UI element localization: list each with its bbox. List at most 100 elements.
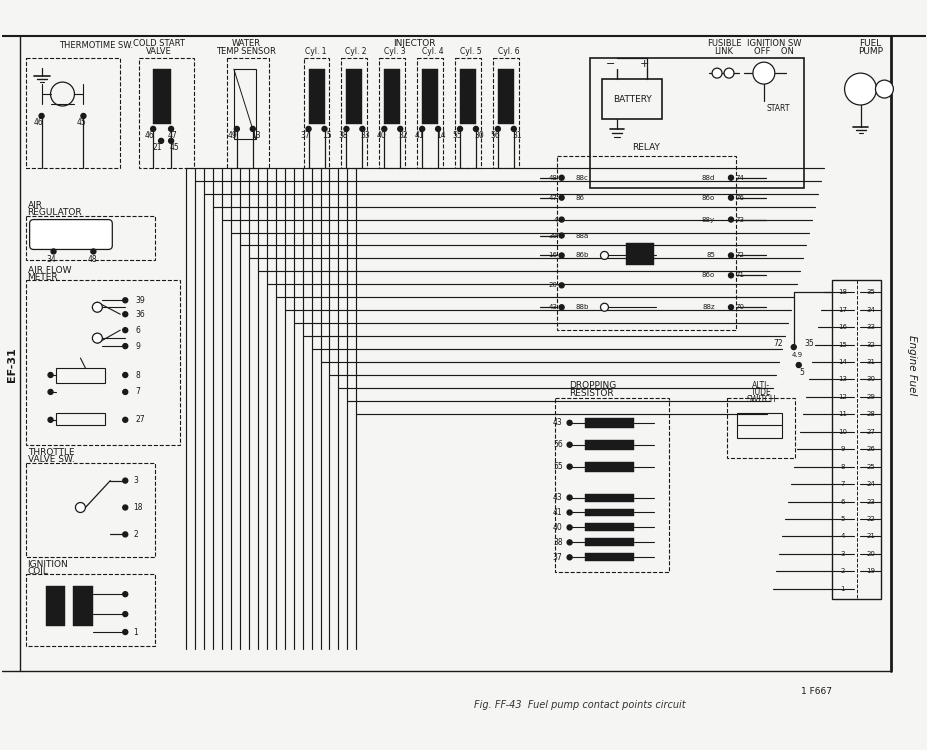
Circle shape: [122, 298, 128, 303]
Circle shape: [435, 127, 440, 131]
Bar: [26, 58, 121, 168]
Circle shape: [559, 233, 564, 238]
Circle shape: [566, 420, 571, 425]
Circle shape: [39, 113, 44, 118]
Bar: [492, 58, 518, 168]
Text: LINK: LINK: [714, 46, 732, 56]
Circle shape: [360, 127, 364, 131]
Text: 55: 55: [451, 131, 462, 140]
Text: 7: 7: [840, 481, 844, 487]
Circle shape: [559, 304, 564, 310]
Text: 5: 5: [798, 368, 804, 376]
Text: 25: 25: [865, 464, 874, 470]
Circle shape: [874, 80, 893, 98]
Text: AIR FLOW: AIR FLOW: [28, 266, 71, 275]
Text: 48: 48: [548, 175, 557, 181]
Circle shape: [419, 127, 425, 131]
Text: 70: 70: [734, 304, 743, 310]
Text: 21: 21: [865, 533, 874, 539]
Circle shape: [381, 127, 387, 131]
Bar: [589, 58, 803, 188]
Text: 43: 43: [552, 419, 562, 428]
Bar: [584, 538, 634, 546]
Text: 12: 12: [837, 394, 846, 400]
Circle shape: [122, 611, 128, 616]
Text: 49: 49: [228, 131, 237, 140]
Circle shape: [559, 217, 564, 222]
Text: 16: 16: [548, 253, 557, 259]
Text: 7: 7: [135, 388, 140, 397]
Circle shape: [122, 478, 128, 483]
Text: 43: 43: [552, 493, 562, 502]
Text: WATER: WATER: [231, 39, 260, 48]
Text: THROTTLE: THROTTLE: [28, 448, 74, 458]
Text: 88b: 88b: [575, 304, 589, 310]
Circle shape: [728, 253, 732, 258]
Text: 35: 35: [804, 338, 814, 347]
Bar: [602, 79, 662, 119]
Circle shape: [48, 417, 53, 422]
Text: 26: 26: [865, 446, 874, 452]
Text: ALTI-: ALTI-: [751, 382, 769, 391]
Text: 37: 37: [300, 131, 311, 140]
Circle shape: [122, 373, 128, 377]
Text: 40: 40: [552, 523, 562, 532]
Text: 18: 18: [133, 503, 143, 512]
Circle shape: [473, 127, 478, 131]
Text: 9: 9: [840, 446, 844, 452]
Bar: [556, 156, 735, 330]
Text: 14: 14: [436, 131, 445, 140]
Text: −: −: [605, 59, 615, 69]
Circle shape: [728, 195, 732, 200]
Text: 17: 17: [837, 307, 846, 313]
Text: 6: 6: [135, 326, 140, 334]
Bar: [584, 418, 634, 428]
Text: 72: 72: [734, 253, 743, 259]
Bar: [626, 244, 654, 266]
Circle shape: [122, 629, 128, 634]
Circle shape: [566, 555, 571, 560]
Text: REGULATOR: REGULATOR: [28, 208, 83, 217]
Text: 24: 24: [865, 481, 874, 487]
Text: INJECTOR: INJECTOR: [392, 39, 435, 48]
Text: 32: 32: [398, 131, 408, 140]
Text: +: +: [639, 59, 648, 69]
Circle shape: [559, 176, 564, 180]
Circle shape: [122, 532, 128, 537]
Circle shape: [322, 127, 326, 131]
Text: 33: 33: [865, 324, 874, 330]
Text: 33: 33: [360, 131, 370, 140]
Circle shape: [566, 510, 571, 515]
Text: Cyl. 2: Cyl. 2: [344, 46, 366, 56]
Bar: [26, 215, 155, 260]
Text: 39: 39: [548, 232, 557, 238]
Text: FUEL: FUEL: [858, 39, 881, 48]
Text: Cyl. 5: Cyl. 5: [460, 46, 481, 56]
Text: 4.9: 4.9: [791, 352, 802, 358]
Text: COIL: COIL: [28, 567, 48, 576]
Bar: [309, 69, 324, 124]
Circle shape: [48, 373, 53, 377]
Circle shape: [511, 127, 515, 131]
Text: 15: 15: [837, 341, 846, 347]
Circle shape: [81, 113, 86, 118]
Circle shape: [344, 127, 349, 131]
Text: FUSIBLE: FUSIBLE: [706, 39, 741, 48]
Text: THERMOTIME SW.: THERMOTIME SW.: [59, 40, 133, 50]
Text: 56: 56: [489, 131, 500, 140]
Text: RELAY: RELAY: [631, 143, 659, 152]
Text: IGNITION: IGNITION: [28, 560, 69, 568]
Text: 36: 36: [135, 310, 145, 319]
Bar: [584, 554, 634, 561]
Text: 29: 29: [865, 394, 874, 400]
Circle shape: [250, 127, 255, 131]
Text: 13: 13: [837, 376, 846, 382]
Text: 5: 5: [840, 516, 844, 522]
Bar: [384, 69, 400, 124]
Bar: [26, 574, 155, 646]
Circle shape: [723, 68, 733, 78]
Circle shape: [728, 273, 732, 278]
Text: 86b: 86b: [575, 253, 589, 259]
Bar: [56, 368, 106, 383]
Circle shape: [91, 249, 95, 254]
